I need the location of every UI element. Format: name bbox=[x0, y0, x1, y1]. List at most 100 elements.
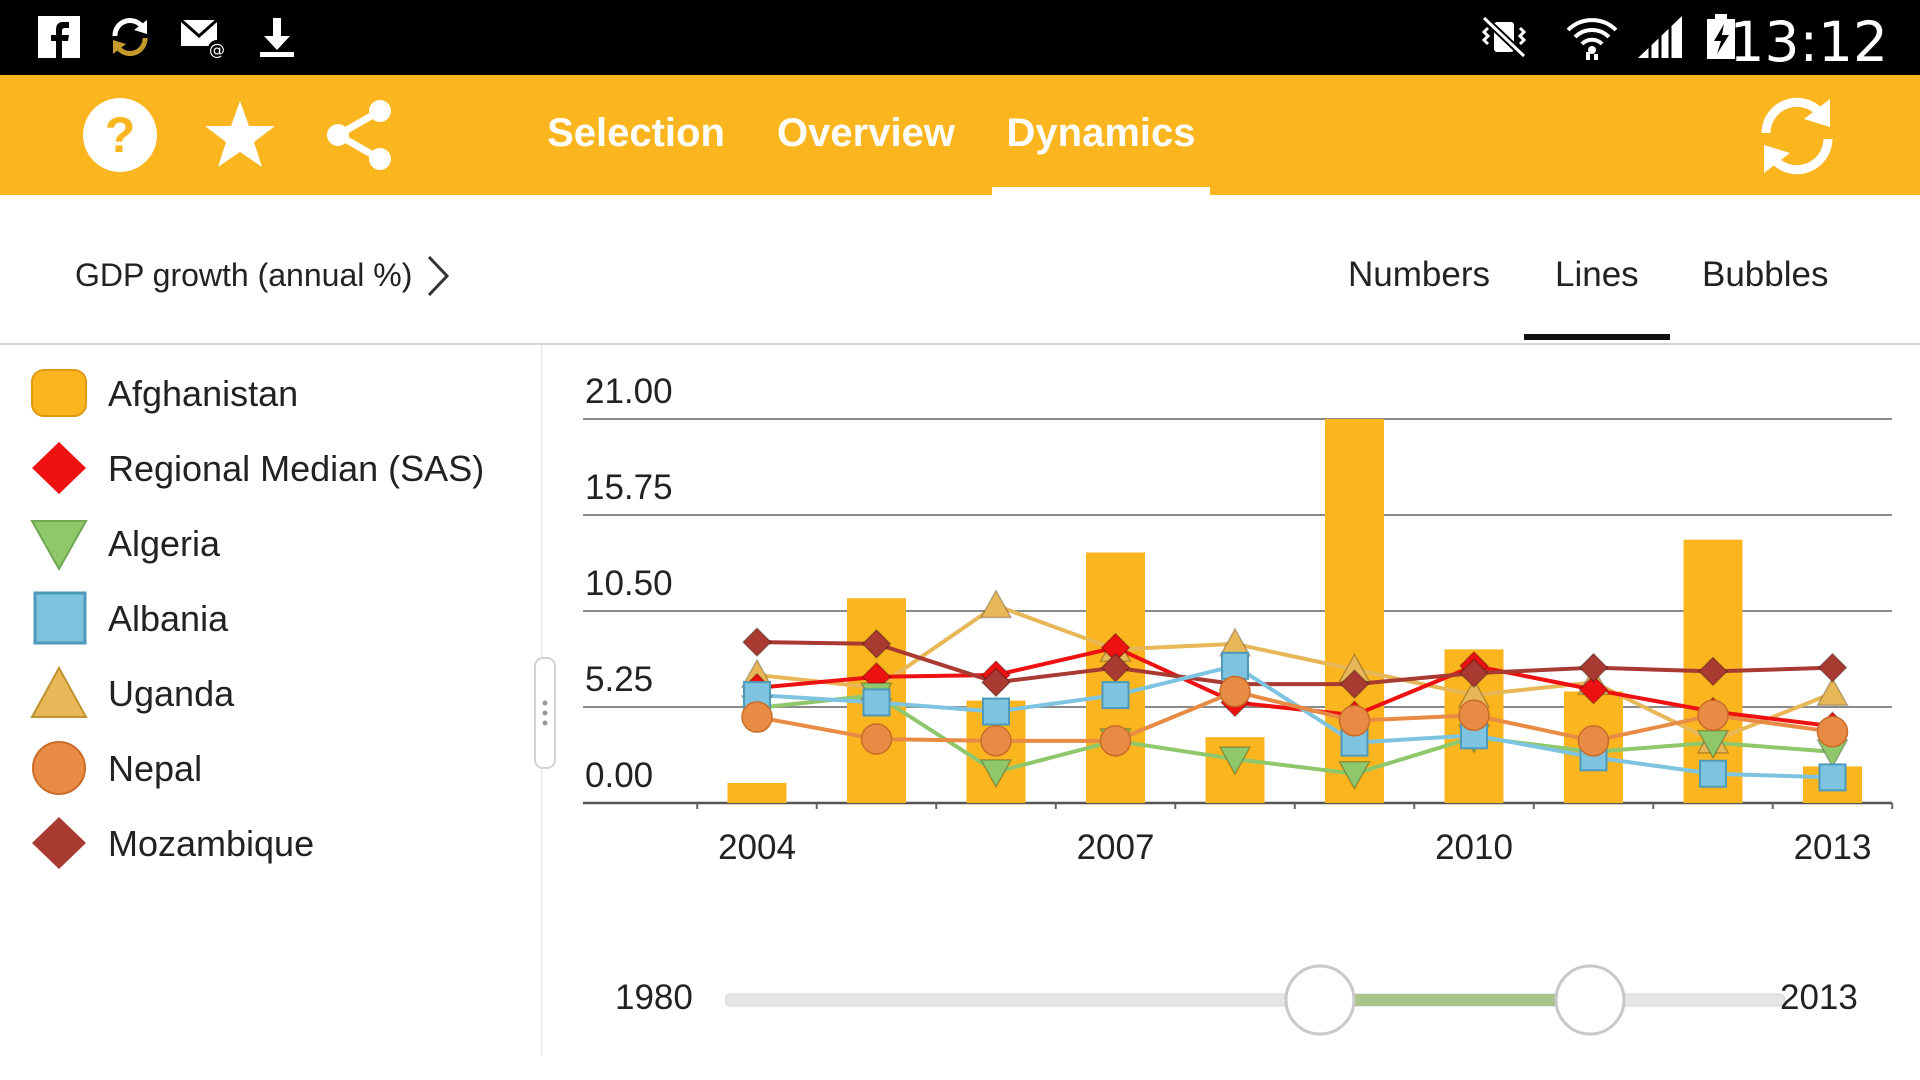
marker-mozambique[interactable] bbox=[861, 628, 892, 659]
selected-tab-indicator bbox=[992, 187, 1210, 195]
x-tick-label: 2010 bbox=[1435, 828, 1513, 867]
help-icon[interactable]: ? bbox=[80, 95, 160, 175]
gdp-growth-chart: 21.00 15.75 10.50 5.25 0.00 2004 2007 2010 2013 bbox=[583, 372, 1894, 867]
x-tick-label: 2007 bbox=[1077, 828, 1155, 867]
legend-marker bbox=[33, 591, 87, 645]
tab-selection[interactable]: Selection bbox=[547, 111, 725, 155]
x-tick-label: 2013 bbox=[1794, 828, 1872, 867]
legend-item[interactable]: Afghanistan bbox=[0, 357, 540, 427]
legend-item[interactable]: Algeria bbox=[0, 507, 540, 577]
share-icon[interactable] bbox=[320, 95, 400, 175]
marker-nepal[interactable] bbox=[1816, 715, 1849, 748]
legend: Afghanistan Regional Median (SAS) Algeri… bbox=[0, 345, 540, 1080]
marker-nepal[interactable] bbox=[741, 701, 773, 733]
marker-albania[interactable] bbox=[1221, 651, 1249, 680]
range-fill bbox=[1320, 994, 1590, 1006]
refresh-icon[interactable] bbox=[1752, 91, 1842, 181]
marker-nepal[interactable] bbox=[860, 723, 893, 755]
wifi-icon bbox=[1566, 18, 1618, 60]
legend-label: Uganda bbox=[108, 673, 235, 714]
range-min-label: 1980 bbox=[615, 978, 693, 1017]
marker-mozambique[interactable] bbox=[1339, 669, 1370, 700]
email-icon: @ bbox=[180, 18, 226, 59]
legend-label: Nepal bbox=[108, 748, 203, 789]
drag-handle[interactable] bbox=[534, 657, 556, 769]
action-bar: ? Selection Overview Dynamics bbox=[0, 75, 1920, 195]
line-mozambique bbox=[756, 640, 1833, 687]
bar-afghanistan[interactable] bbox=[727, 782, 787, 803]
indicator-bar: GDP growth (annual %) Numbers Lines Bubb… bbox=[0, 195, 1920, 345]
marker-algeria[interactable] bbox=[1338, 760, 1371, 791]
legend-item[interactable]: Albania bbox=[0, 582, 540, 652]
marker-albania[interactable] bbox=[1101, 681, 1130, 710]
legend-item[interactable]: Mozambique bbox=[0, 807, 540, 877]
y-tick-label: 10.50 bbox=[585, 564, 673, 603]
y-tick-label: 21.00 bbox=[585, 372, 673, 411]
marker-mozambique[interactable] bbox=[1817, 652, 1848, 683]
legend-label: Regional Median (SAS) bbox=[108, 448, 485, 489]
battery-charging-icon bbox=[1707, 14, 1735, 59]
indicator-selector[interactable]: GDP growth (annual %) bbox=[75, 257, 413, 293]
marker-nepal[interactable] bbox=[980, 725, 1012, 757]
legend-item[interactable]: Uganda bbox=[0, 657, 540, 727]
year-range-slider[interactable]: 1980 2013 bbox=[560, 950, 1900, 1050]
legend-marker bbox=[32, 817, 86, 869]
range-track[interactable] bbox=[725, 950, 1825, 1050]
legend-item[interactable]: Regional Median (SAS) bbox=[0, 432, 540, 502]
clock: 13:12 bbox=[1729, 10, 1888, 74]
line-uganda bbox=[756, 603, 1834, 743]
download-icon bbox=[260, 18, 294, 57]
y-tick-label: 5.25 bbox=[585, 660, 653, 699]
marker-albania[interactable] bbox=[862, 688, 891, 717]
chevron-right-icon[interactable] bbox=[425, 253, 451, 299]
marker-mozambique[interactable] bbox=[741, 627, 773, 658]
line-regional-median-sas bbox=[756, 645, 1833, 729]
marker-nepal[interactable] bbox=[1219, 675, 1251, 708]
tab-dynamics[interactable]: Dynamics bbox=[1006, 111, 1196, 155]
marker-regional-median-sas[interactable] bbox=[1578, 674, 1609, 705]
marker-albania[interactable] bbox=[743, 681, 771, 710]
legend-marker bbox=[31, 369, 87, 417]
range-thumb-start[interactable] bbox=[1284, 964, 1356, 1036]
line-nepal bbox=[756, 689, 1833, 743]
legend-item[interactable]: Nepal bbox=[0, 732, 540, 802]
view-tab-numbers[interactable]: Numbers bbox=[1348, 255, 1490, 294]
legend-label: Albania bbox=[108, 598, 229, 639]
marker-nepal[interactable] bbox=[1458, 699, 1490, 731]
marker-albania[interactable] bbox=[982, 697, 1010, 726]
svg-text:@: @ bbox=[209, 40, 225, 59]
star-icon[interactable] bbox=[200, 95, 280, 175]
legend-marker bbox=[32, 741, 86, 795]
marker-uganda[interactable] bbox=[979, 588, 1013, 619]
facebook-icon bbox=[38, 16, 80, 58]
status-bar: @ 13:12 bbox=[0, 0, 1920, 75]
marker-uganda[interactable] bbox=[1816, 676, 1849, 707]
grip-icon bbox=[542, 700, 548, 726]
range-thumb-end[interactable] bbox=[1554, 964, 1626, 1036]
marker-nepal[interactable] bbox=[1577, 725, 1610, 757]
marker-mozambique[interactable] bbox=[1578, 652, 1609, 683]
marker-algeria[interactable] bbox=[1218, 746, 1252, 776]
legend-label: Mozambique bbox=[108, 823, 315, 864]
marker-nepal[interactable] bbox=[1099, 725, 1132, 757]
range-max-label: 2013 bbox=[1780, 978, 1858, 1017]
marker-nepal[interactable] bbox=[1338, 704, 1371, 737]
legend-marker bbox=[30, 665, 88, 718]
view-tab-bubbles[interactable]: Bubbles bbox=[1702, 255, 1829, 294]
svg-text:?: ? bbox=[105, 107, 136, 163]
marker-mozambique[interactable] bbox=[1458, 658, 1490, 689]
view-tab-indicator bbox=[1524, 334, 1670, 340]
marker-albania[interactable] bbox=[1818, 763, 1847, 792]
marker-algeria[interactable] bbox=[979, 759, 1013, 789]
legend-marker bbox=[32, 442, 86, 494]
view-tab-lines[interactable]: Lines bbox=[1555, 255, 1639, 294]
line-algeria bbox=[756, 693, 1833, 776]
tab-overview[interactable]: Overview bbox=[777, 111, 955, 155]
marker-nepal[interactable] bbox=[1697, 699, 1729, 731]
signal-icon bbox=[1638, 16, 1682, 58]
legend-marker bbox=[30, 520, 88, 571]
marker-mozambique[interactable] bbox=[980, 667, 1012, 698]
marker-mozambique[interactable] bbox=[1697, 656, 1729, 687]
y-tick-label: 0.00 bbox=[585, 756, 653, 795]
marker-albania[interactable] bbox=[1699, 759, 1727, 788]
